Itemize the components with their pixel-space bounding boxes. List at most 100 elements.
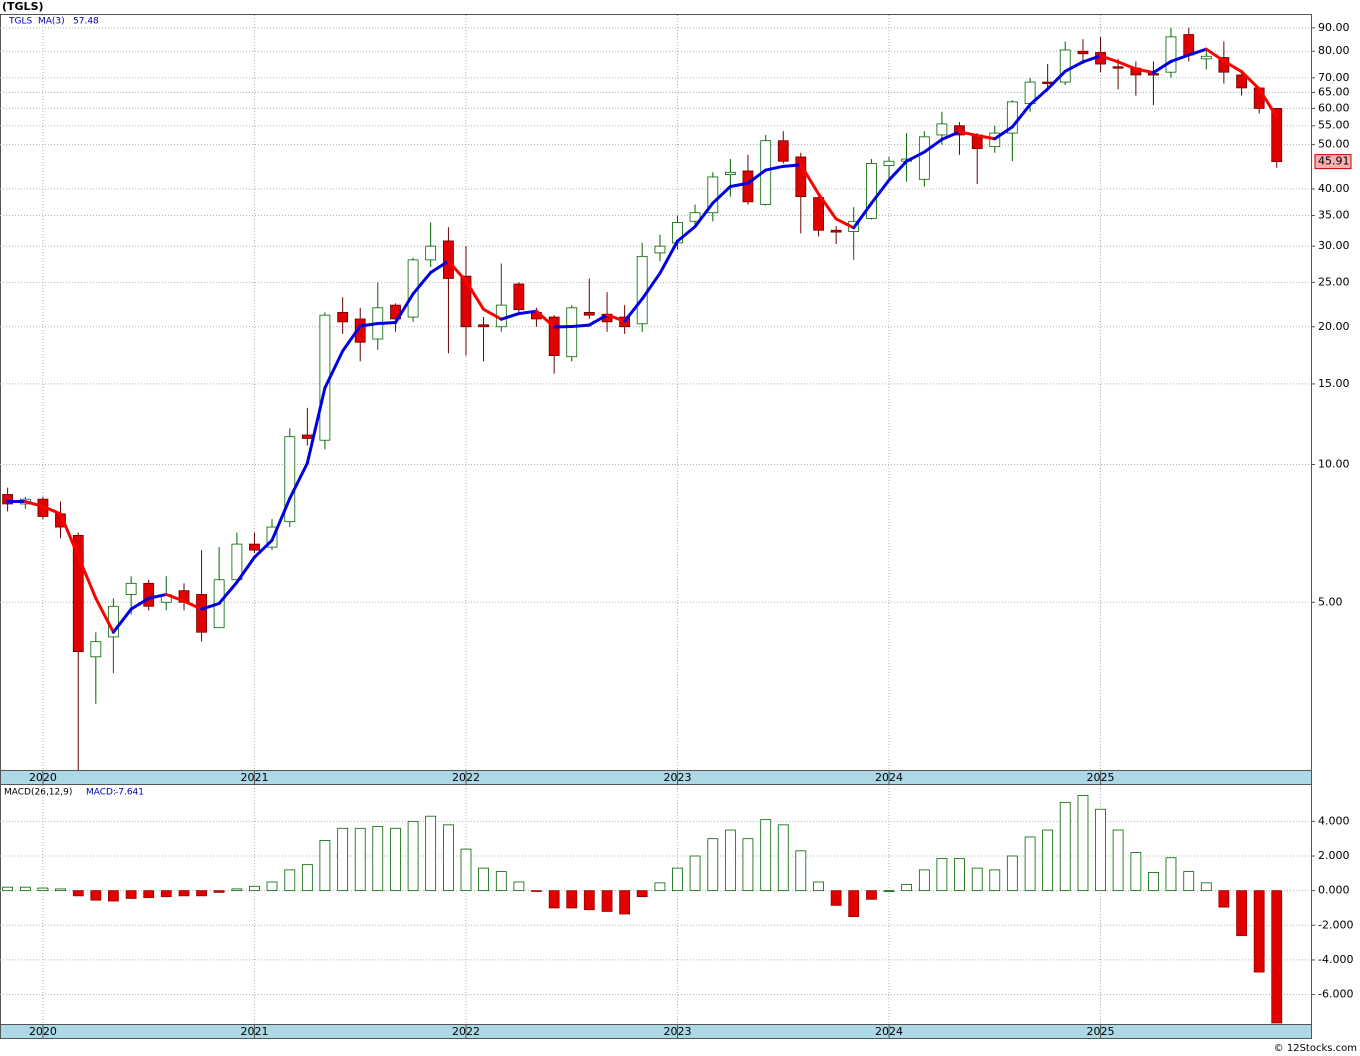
- ma-line: [1116, 60, 1138, 71]
- y-tick-label: 35.00: [1318, 209, 1350, 222]
- macd-bar: [936, 858, 948, 892]
- macd-bar: [830, 890, 842, 906]
- ma-line: [552, 324, 574, 329]
- x-tick-label: 2024: [875, 1025, 903, 1038]
- candle-body: [72, 534, 84, 653]
- ma-line: [834, 217, 856, 230]
- candle-body: [813, 197, 824, 231]
- macd-bar: [636, 890, 648, 898]
- candle-body: [90, 641, 102, 658]
- candle-body: [583, 311, 595, 316]
- candle-body: [548, 316, 560, 356]
- candle-body: [707, 176, 719, 214]
- y-tick-label: 40.00: [1318, 182, 1350, 195]
- macd-bar: [724, 829, 736, 892]
- legend-ticker: TGLS: [8, 17, 32, 27]
- ma-line: [693, 201, 715, 229]
- candle-body: [918, 136, 930, 180]
- date-strip: [0, 1024, 1312, 1039]
- macd-bar: [143, 890, 155, 898]
- ma-line: [23, 500, 45, 508]
- macd-bar: [425, 815, 437, 892]
- candle-body: [231, 543, 243, 581]
- y-tick-label: 50.00: [1318, 138, 1350, 151]
- candle-body: [654, 245, 666, 254]
- x-tick-label: 2020: [29, 1025, 57, 1038]
- candle-body: [795, 156, 807, 197]
- ma-line: [728, 181, 750, 189]
- ma-line: [1169, 53, 1191, 63]
- ma-line: [200, 601, 221, 611]
- macd-bar: [1200, 882, 1212, 892]
- ma-line: [252, 538, 274, 559]
- macd-bar: [918, 869, 930, 892]
- macd-bar: [1236, 890, 1248, 937]
- ma-line: [746, 168, 768, 185]
- macd-bar: [971, 867, 983, 892]
- macd-bar: [548, 890, 560, 909]
- candle-body: [1112, 66, 1124, 69]
- ma-line: [376, 321, 398, 325]
- macd-bar: [2, 886, 14, 892]
- candle-body: [954, 125, 965, 136]
- macd-bar: [1006, 855, 1018, 892]
- ma-line: [905, 150, 926, 163]
- macd-bar: [390, 827, 401, 892]
- macd-bar: [848, 890, 860, 918]
- ma-line: [1257, 87, 1279, 119]
- ma-line: [1081, 54, 1103, 64]
- ma-line: [975, 134, 997, 141]
- macd-bar: [954, 858, 965, 892]
- macd-bar: [777, 824, 789, 892]
- ma-line: [817, 192, 838, 221]
- ma-line: [940, 130, 961, 141]
- candle-body: [1183, 34, 1195, 56]
- macd-bar: [619, 890, 631, 915]
- ma-line: [129, 596, 151, 611]
- ma-line: [623, 297, 644, 323]
- macd-legend-value: -7.641: [115, 788, 144, 798]
- ma-line: [323, 349, 345, 390]
- ma-line: [640, 271, 662, 301]
- watermark: © 12Stocks.com: [1274, 1043, 1357, 1054]
- y-tick-label: -2.000: [1318, 918, 1353, 931]
- candle-body: [866, 162, 877, 219]
- candle-body: [1236, 74, 1248, 89]
- candle-body: [636, 255, 648, 325]
- chart-title: (TGLS): [2, 0, 44, 13]
- macd-bar: [160, 890, 172, 898]
- ma-line: [182, 599, 204, 611]
- macd-bar: [1271, 890, 1283, 1024]
- macd-bar: [654, 882, 666, 892]
- macd-bar: [1253, 890, 1265, 973]
- ma-line: [922, 137, 944, 154]
- macd-bar: [249, 885, 260, 892]
- y-tick-label: 5.00: [1318, 595, 1343, 608]
- candle-body: [284, 436, 296, 523]
- y-tick-label: 15.00: [1318, 377, 1350, 390]
- candle-body: [742, 170, 754, 203]
- y-tick-label: 2.000: [1318, 849, 1350, 862]
- ma-line: [534, 309, 556, 329]
- macd-bar: [1059, 801, 1071, 892]
- y-tick-label: 20.00: [1318, 320, 1350, 333]
- macd-bar: [337, 827, 349, 892]
- x-tick-label: 2025: [1087, 1025, 1115, 1038]
- ma-line: [1099, 54, 1120, 64]
- y-tick-label: -6.000: [1318, 988, 1353, 1001]
- candle-body: [478, 324, 489, 328]
- x-tick-label: 2022: [452, 771, 480, 784]
- ma-line: [76, 554, 98, 600]
- macd-bar: [1130, 852, 1142, 892]
- macd-bar: [407, 820, 419, 892]
- y-tick-label: 10.00: [1318, 458, 1350, 471]
- candle-body: [1200, 55, 1212, 60]
- candle-body: [301, 434, 313, 439]
- ma-line: [1063, 60, 1085, 73]
- macd-bar: [55, 888, 66, 892]
- candle-body: [936, 123, 948, 136]
- candle-body: [337, 311, 349, 323]
- y-tick-label: 80.00: [1318, 44, 1350, 57]
- macd-bar: [813, 881, 824, 892]
